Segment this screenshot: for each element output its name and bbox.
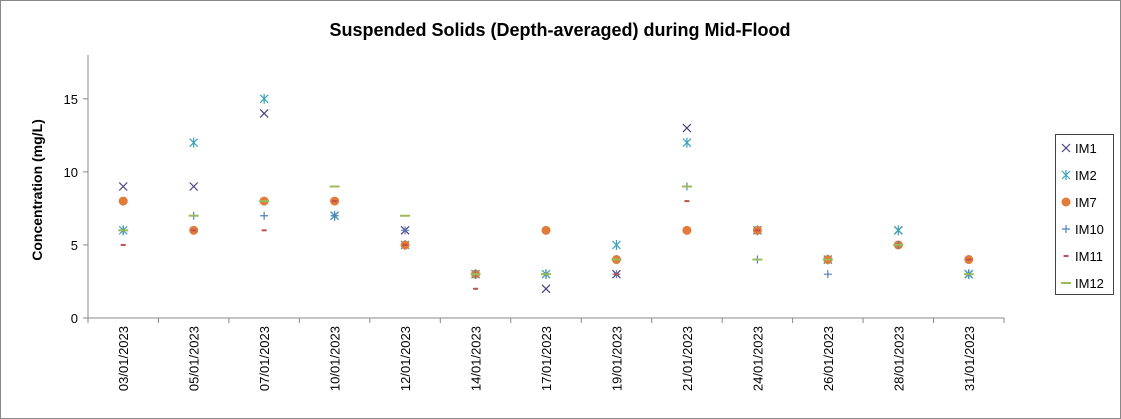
data-point (118, 182, 128, 191)
data-point (823, 270, 832, 279)
y-tick-label: 10 (64, 165, 78, 180)
x-tick-label: 07/01/2023 (257, 326, 272, 391)
legend-label: IM12 (1075, 276, 1104, 291)
legend-label: IM10 (1075, 222, 1104, 237)
x-tick-label: 12/01/2023 (398, 326, 413, 391)
y-axis-label: Concentration (mg/L) (29, 119, 45, 261)
x-tick-label: 03/01/2023 (116, 326, 131, 391)
legend-marker (1062, 225, 1070, 233)
data-point (189, 182, 199, 191)
legend-marker (1061, 143, 1071, 153)
y-tick-label: 5 (71, 238, 78, 253)
legend-label: IM7 (1075, 195, 1097, 210)
data-point (682, 225, 692, 235)
x-tick-label: 28/01/2023 (891, 326, 906, 391)
legend-box (1055, 134, 1114, 295)
legend-label: IM1 (1075, 141, 1097, 156)
chart-title: Suspended Solids (Depth-averaged) during… (329, 20, 790, 40)
data-point (118, 196, 128, 206)
x-tick-label: 10/01/2023 (328, 326, 343, 391)
data-point (259, 93, 269, 104)
x-tick-label: 17/01/2023 (539, 326, 554, 391)
x-tick-label: 21/01/2023 (680, 326, 695, 391)
data-point (682, 123, 692, 133)
x-tick-label: 05/01/2023 (187, 326, 202, 391)
x-tick-label: 24/01/2023 (750, 326, 765, 391)
data-point (259, 109, 269, 118)
legend-marker (1061, 170, 1071, 180)
x-tick-label: 26/01/2023 (821, 326, 836, 391)
data-point (541, 284, 551, 294)
legend-marker (1061, 197, 1071, 207)
data-point (682, 137, 692, 148)
data-point (612, 239, 621, 250)
data-point (893, 225, 903, 236)
data-point (330, 211, 339, 220)
legend-label: IM11 (1075, 249, 1103, 264)
legend-label: IM2 (1075, 168, 1097, 183)
data-point (401, 226, 410, 235)
x-tick-label: 14/01/2023 (469, 326, 484, 391)
x-tick-label: 19/01/2023 (609, 326, 624, 391)
y-tick-label: 15 (64, 92, 78, 107)
data-point (541, 225, 551, 235)
data-point (260, 211, 269, 220)
y-tick-label: 0 (71, 311, 78, 326)
x-tick-label: 31/01/2023 (962, 326, 977, 391)
data-point (189, 137, 199, 148)
